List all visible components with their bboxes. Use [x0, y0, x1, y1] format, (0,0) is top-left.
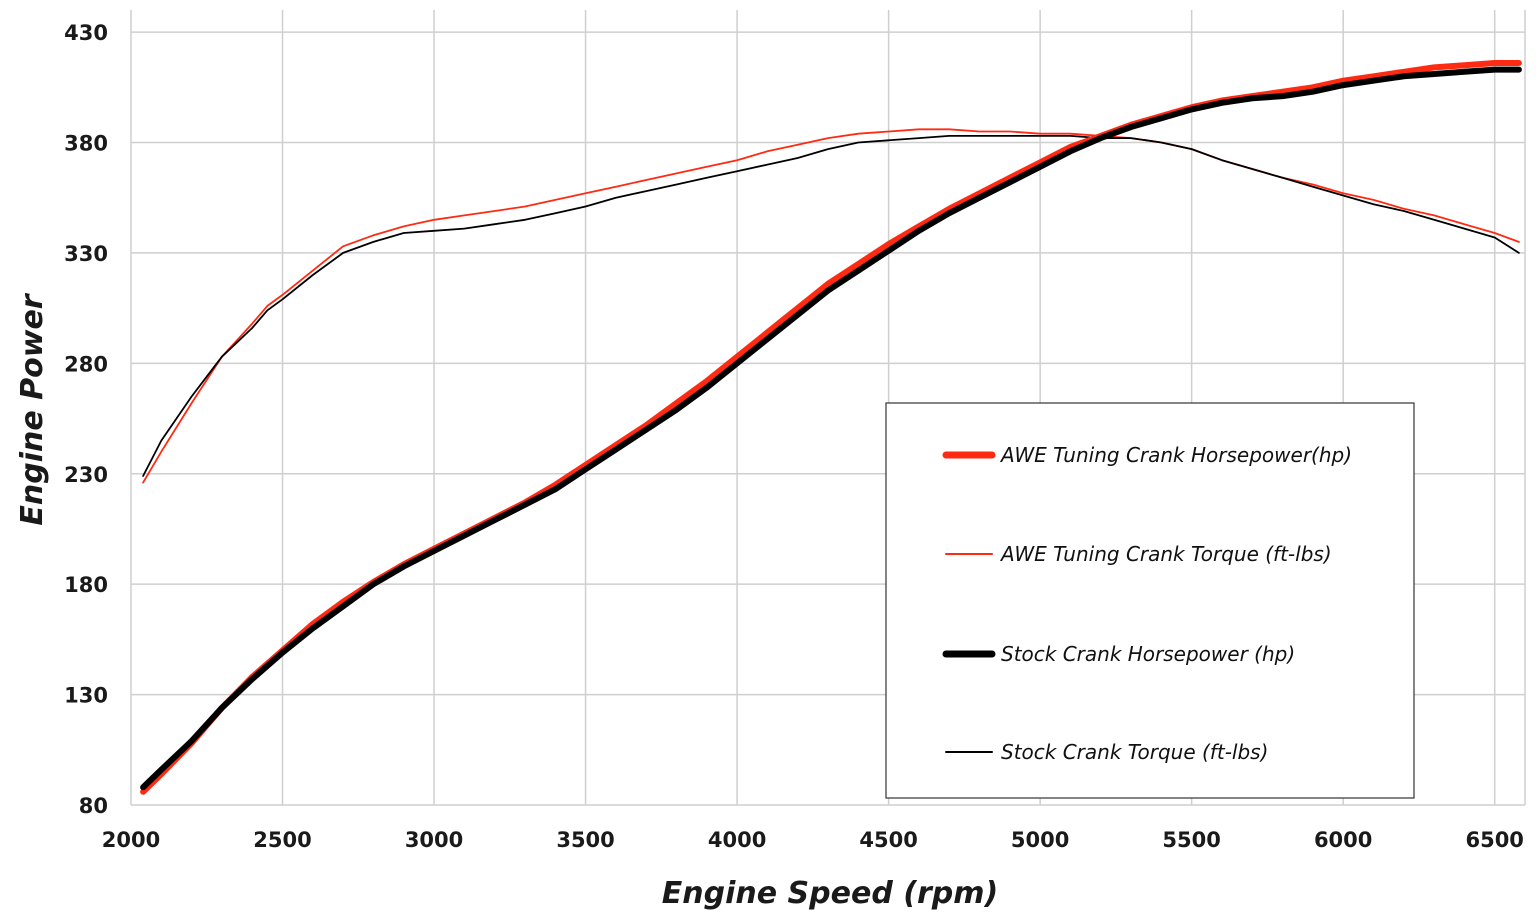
- legend-label: AWE Tuning Crank Horsepower(hp): [999, 443, 1352, 467]
- x-tick-label: 4500: [859, 828, 917, 852]
- x-tick-label: 5000: [1011, 828, 1069, 852]
- legend-label: Stock Crank Torque (ft-lbs): [1001, 740, 1268, 764]
- y-tick-label: 180: [64, 573, 108, 597]
- x-tick-label: 3000: [405, 828, 463, 852]
- y-tick-label: 80: [79, 794, 108, 818]
- x-axis-title: Engine Speed (rpm): [662, 876, 998, 911]
- series-lines: [140, 60, 1522, 795]
- y-tick-label: 130: [64, 684, 108, 708]
- x-tick-label: 4000: [708, 828, 766, 852]
- x-tick-label: 6000: [1314, 828, 1372, 852]
- y-axis-title: Engine Power: [15, 292, 50, 525]
- y-tick-label: 380: [64, 132, 108, 156]
- series-line-stock-crank-torque-ft-lbs: [142, 134, 1520, 477]
- x-tick-label: 2000: [102, 828, 160, 852]
- tick-labels: 2000 2500 3000 3500 4000 4500 5000 5500 6000 6500…: [64, 21, 1524, 852]
- x-tick-label: 3500: [556, 828, 614, 852]
- x-tick-label: 6500: [1465, 828, 1523, 852]
- legend-label: AWE Tuning Crank Torque (ft-lbs): [999, 542, 1332, 566]
- x-tick-label: 2500: [253, 828, 311, 852]
- y-tick-label: 330: [64, 242, 108, 266]
- y-tick-label: 430: [64, 21, 108, 45]
- series-line-stock-crank-horsepower-hp: [140, 66, 1522, 791]
- legend: AWE Tuning Crank Horsepower(hp) AWE Tunin…: [885, 402, 1415, 799]
- legend-label: Stock Crank Horsepower (hp): [1001, 642, 1295, 666]
- legend-box: [885, 402, 1415, 799]
- y-tick-label: 230: [64, 463, 108, 487]
- x-tick-label: 5500: [1162, 828, 1220, 852]
- y-tick-label: 280: [64, 352, 108, 376]
